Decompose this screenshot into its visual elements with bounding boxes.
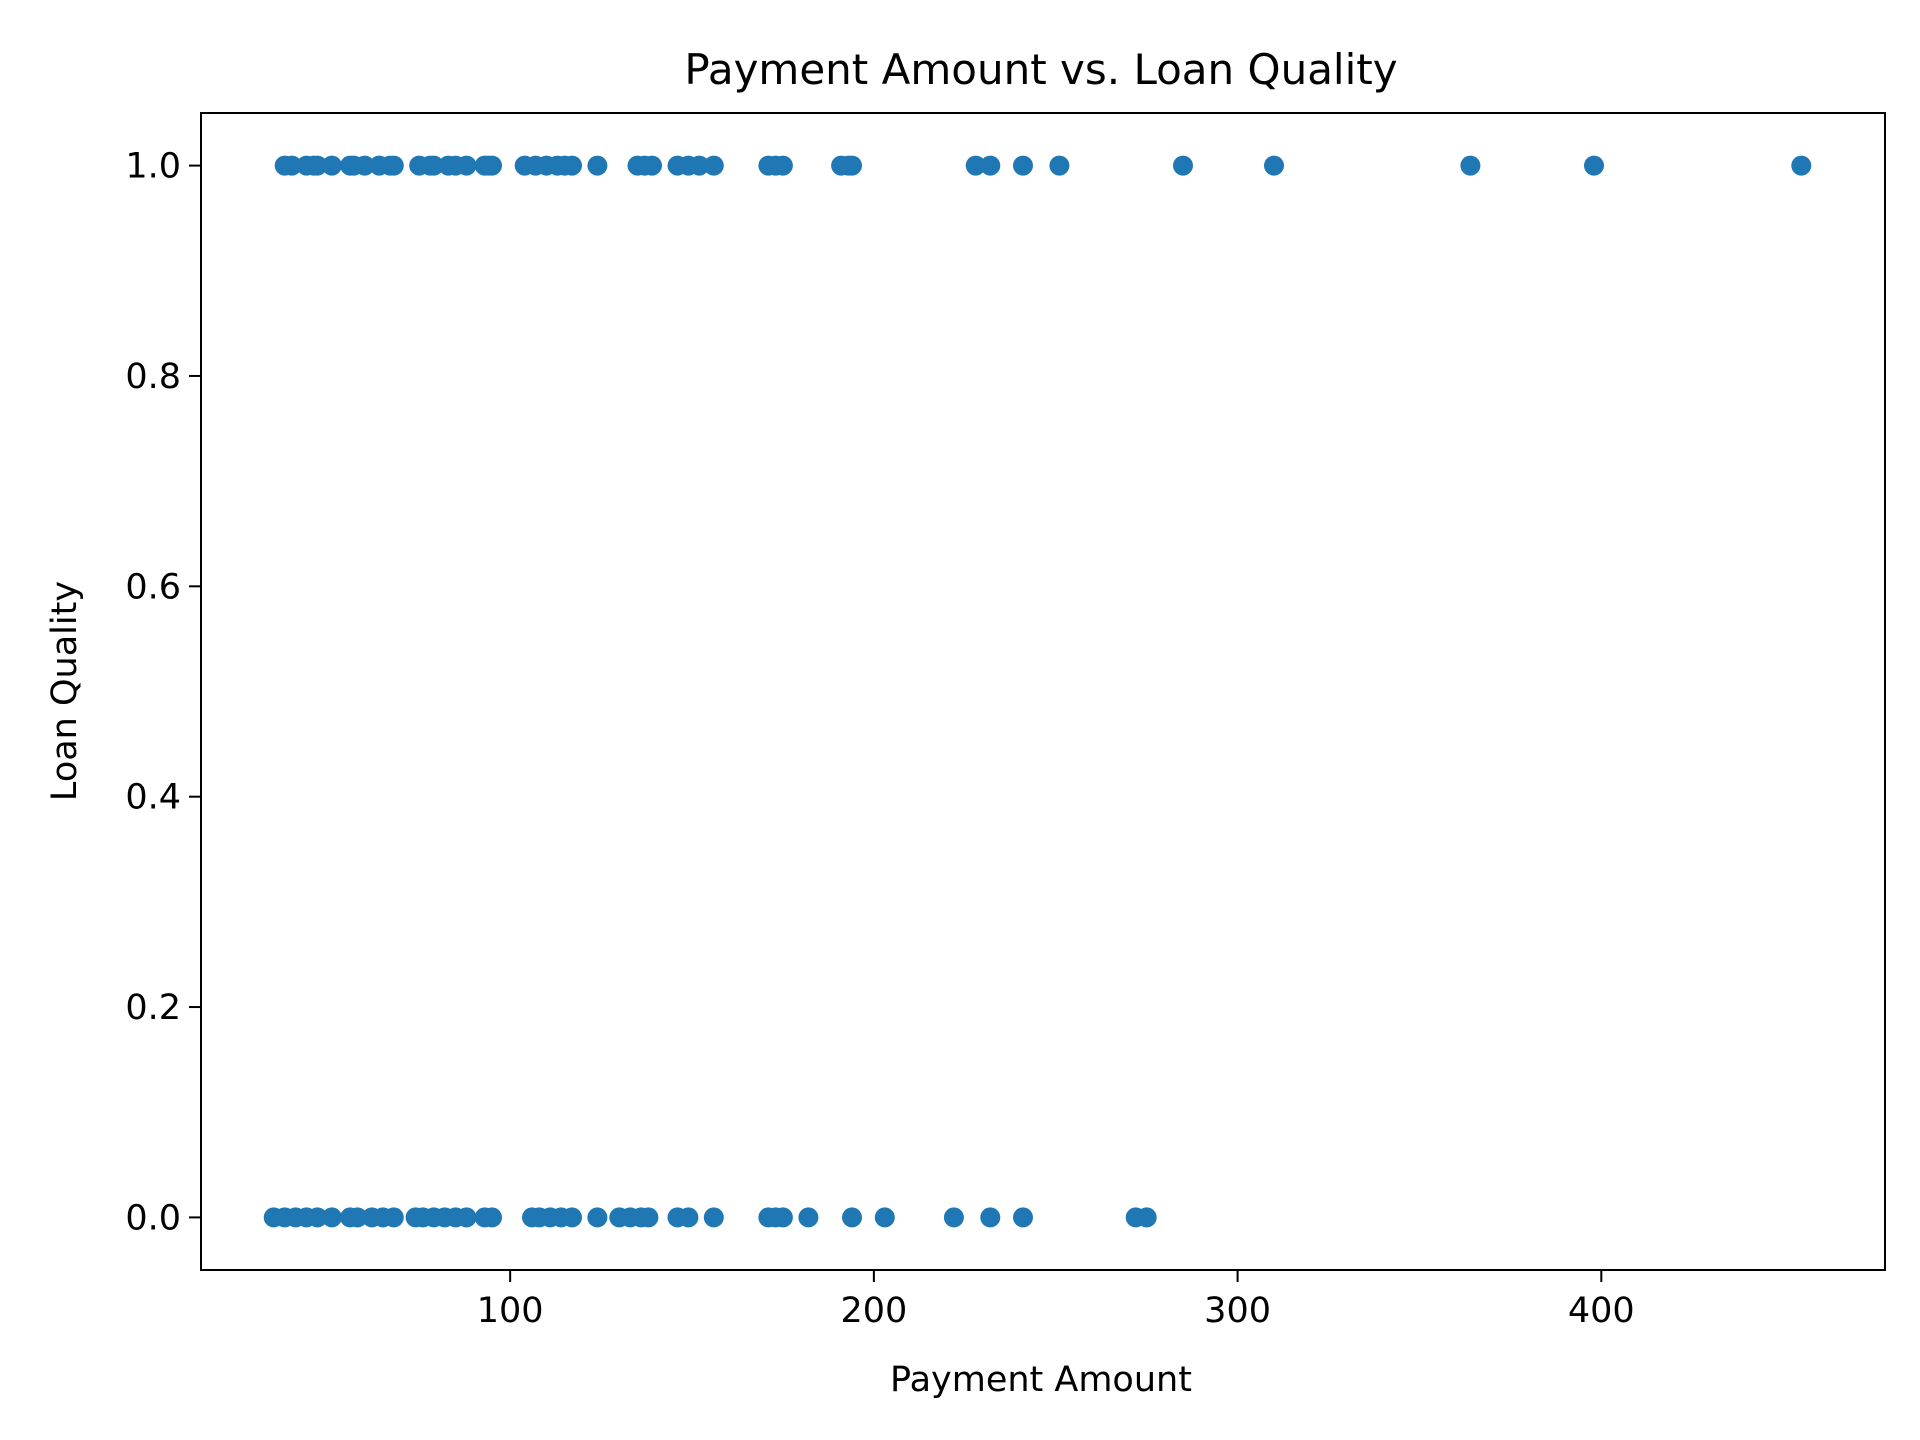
chart-title: Payment Amount vs. Loan Quality [684,45,1397,94]
data-point [321,155,342,176]
x-tick-label: 400 [1568,1291,1635,1331]
y-tick-label: 0.0 [125,1198,181,1238]
data-point [638,1207,659,1228]
data-point [965,155,986,176]
data-points [263,155,1812,1228]
data-point [772,155,793,176]
data-point [980,1207,1001,1228]
data-point [281,155,302,176]
data-point [307,1207,328,1228]
data-point [1791,155,1812,176]
data-point [482,1207,502,1228]
data-point [842,1207,862,1228]
data-point [562,155,582,176]
data-point [587,155,608,176]
data-point [423,155,444,176]
data-point [1173,155,1193,176]
data-point [943,1207,964,1228]
data-point [456,155,477,176]
data-point [587,1207,608,1228]
data-point [1136,1207,1157,1228]
y-tick-label: 0.6 [125,567,181,607]
data-point [321,1207,342,1228]
y-tick-label: 0.2 [125,988,181,1028]
x-tick-label: 300 [1204,1291,1271,1331]
data-point [772,1207,793,1228]
y-tick-label: 0.4 [125,778,181,818]
x-axis-label: Payment Amount [890,1360,1192,1400]
data-point [1460,155,1481,176]
y-axis-label: Loan Quality [45,581,85,801]
data-point [1584,155,1604,176]
data-point [354,155,375,176]
x-tick-label: 100 [477,1291,544,1331]
data-point [703,155,724,176]
data-point [1013,1207,1033,1228]
data-point [562,1207,582,1228]
data-point [1264,155,1284,176]
y-tick-label: 1.0 [125,147,181,187]
data-point [703,1207,724,1228]
x-tick-label: 200 [840,1291,907,1331]
data-point [383,155,404,176]
data-point [347,1207,368,1228]
data-point [1049,155,1070,176]
data-point [980,155,1001,176]
y-tick-label: 0.8 [125,357,181,397]
data-point [456,1207,477,1228]
data-point [482,155,502,176]
data-point [689,155,710,176]
data-point [383,1207,404,1228]
x-axis-ticks: 100 200 300 400 [477,1270,1635,1331]
y-axis-ticks: 0.0 0.2 0.4 0.6 0.8 1.0 [125,147,201,1238]
data-point [1013,155,1033,176]
data-point [798,1207,819,1228]
data-point [307,155,328,176]
data-point [842,155,862,176]
data-point [642,155,662,176]
data-point [874,1207,895,1228]
data-point [678,1207,699,1228]
plot-area-frame [200,112,1886,1271]
